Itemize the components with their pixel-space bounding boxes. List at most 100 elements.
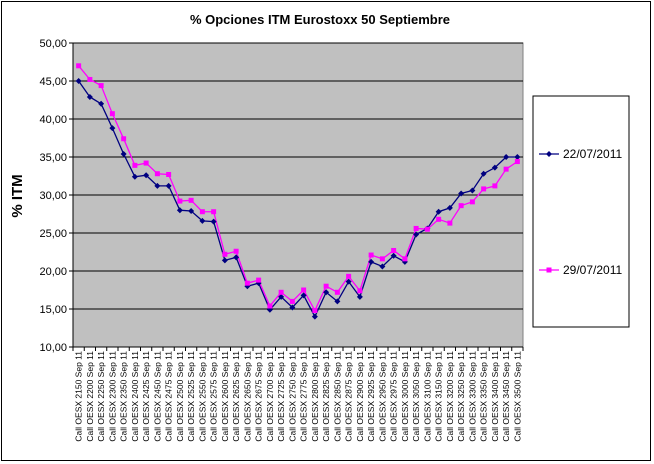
point-series-1 [435, 208, 442, 215]
point-series-2 [233, 248, 239, 254]
point-series-1 [379, 263, 386, 270]
point-series-2 [447, 220, 453, 226]
x-tick-label: Call OESX 3200 Sep 11 [445, 351, 455, 442]
point-series-1 [120, 150, 127, 157]
point-series-2 [503, 166, 509, 172]
point-series-1 [300, 292, 307, 299]
x-tick-label: Call OESX 2575 Sep 11 [209, 351, 219, 442]
series-markers [75, 63, 521, 320]
point-series-2 [132, 162, 138, 168]
point-series-2 [199, 209, 205, 215]
x-tick-label: Call OESX 3150 Sep 11 [434, 351, 444, 442]
point-series-2 [346, 273, 352, 279]
point-series-1 [345, 278, 352, 285]
x-tick-label: Call OESX 2625 Sep 11 [231, 351, 241, 442]
point-series-2 [492, 183, 498, 189]
point-series-1 [221, 257, 228, 264]
point-series-1 [446, 204, 453, 211]
y-tick-label: 40,00 [39, 114, 67, 126]
x-tick-label: Call OESX 2150 Sep 11 [74, 351, 84, 442]
point-series-2 [87, 76, 93, 82]
point-series-1 [323, 289, 330, 296]
point-series-1 [154, 182, 161, 189]
point-series-1 [176, 207, 183, 214]
y-tick-label: 20,00 [39, 266, 67, 278]
point-series-1 [233, 254, 240, 261]
point-series-1 [311, 313, 318, 320]
x-tick-label: Call OESX 2550 Sep 11 [197, 351, 207, 442]
point-series-1 [514, 154, 521, 160]
x-tick-label: Call OESX 2450 Sep 11 [152, 351, 162, 442]
point-series-2 [424, 226, 430, 232]
point-series-2 [379, 256, 385, 262]
point-series-2 [514, 159, 520, 165]
x-tick-label: Call OESX 2950 Sep 11 [377, 351, 387, 442]
x-tick-label: Call OESX 2200 Sep 11 [85, 351, 95, 442]
point-series-2 [211, 209, 217, 215]
x-tick-label: Call OESX 3300 Sep 11 [467, 351, 477, 442]
y-tick-label: 25,00 [39, 228, 67, 240]
x-tick-label: Call OESX 3450 Sep 11 [501, 351, 511, 442]
x-tick-label: Call OESX 2500 Sep 11 [175, 351, 185, 442]
legend-label: 29/07/2011 [563, 263, 622, 277]
point-series-2 [222, 251, 228, 257]
point-series-1 [188, 207, 195, 214]
point-series-1 [491, 164, 498, 171]
point-series-1 [143, 172, 150, 179]
series-line-2 [78, 65, 518, 312]
point-series-2 [312, 308, 318, 314]
point-series-1 [334, 298, 341, 305]
point-series-1 [199, 217, 206, 224]
x-tick-label: Call OESX 3350 Sep 11 [479, 351, 489, 442]
point-series-1 [390, 252, 397, 259]
point-series-2 [256, 277, 262, 283]
point-series-1 [413, 231, 420, 238]
x-tick-label: Call OESX 2525 Sep 11 [186, 351, 196, 442]
legend-box [532, 95, 630, 328]
y-tick-label: 50,00 [39, 38, 67, 50]
point-series-1 [289, 304, 296, 311]
x-tick-label: Call OESX 3100 Sep 11 [422, 351, 432, 442]
point-series-2 [391, 247, 397, 253]
point-series-2 [244, 280, 250, 286]
legend-label: 22/07/2011 [563, 147, 622, 161]
point-series-2 [469, 199, 475, 205]
x-tick-label: Call OESX 2650 Sep 11 [242, 351, 252, 442]
chart-title: % Opciones ITM Eurostoxx 50 Septiembre [190, 12, 450, 27]
point-series-2 [481, 186, 487, 192]
series-line-1 [78, 80, 518, 319]
point-series-1 [210, 218, 217, 225]
point-series-2 [458, 203, 464, 209]
x-tick-label: Call OESX 2800 Sep 11 [310, 351, 320, 442]
x-tick-label: Call OESX 2925 Sep 11 [366, 351, 376, 442]
point-series-1 [368, 258, 375, 265]
point-series-1 [86, 93, 93, 100]
legend: 22/07/2011 29/07/2011 [539, 147, 622, 277]
point-series-2 [368, 252, 374, 258]
point-series-2 [413, 225, 419, 231]
series-lines [78, 65, 518, 319]
x-tick-label: Call OESX 2475 Sep 11 [164, 351, 174, 442]
point-series-2 [267, 303, 273, 309]
legend-marker [546, 267, 552, 273]
point-series-1 [131, 173, 138, 180]
point-series-1 [75, 78, 82, 84]
point-series-1 [165, 182, 172, 189]
x-tick-label: Call OESX 2400 Sep 11 [130, 351, 140, 442]
x-tick-label: Call OESX 2825 Sep 11 [321, 351, 331, 442]
x-tick-label: Call OESX 2850 Sep 11 [332, 351, 342, 442]
x-tick-label: Call OESX 2675 Sep 11 [254, 351, 264, 442]
gridlines [73, 42, 523, 348]
point-series-1 [356, 293, 363, 300]
x-tick-label: Call OESX 3000 Sep 11 [400, 351, 410, 442]
y-tick-label: 10,00 [39, 342, 67, 354]
point-series-1 [458, 190, 465, 197]
point-series-2 [334, 289, 340, 295]
point-series-1 [503, 154, 510, 160]
y-tick-label: 35,00 [39, 152, 67, 164]
x-tick-label: Call OESX 3050 Sep 11 [411, 351, 421, 442]
y-axis-label: % ITM [9, 174, 26, 217]
x-tick-label: Call OESX 2700 Sep 11 [265, 351, 275, 442]
point-series-1 [278, 293, 285, 300]
